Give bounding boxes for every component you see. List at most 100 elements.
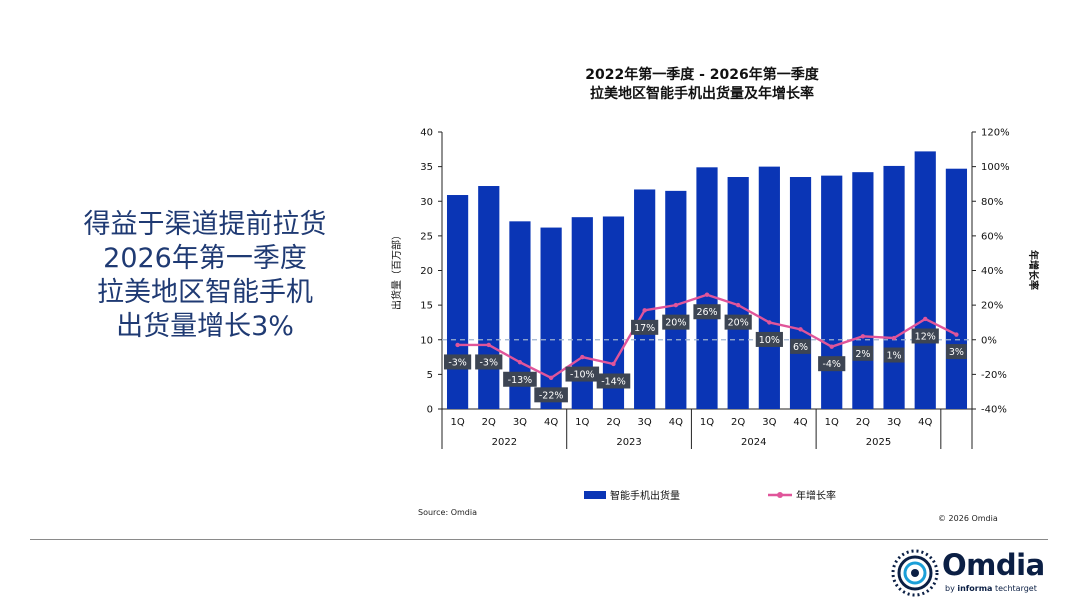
growth-label-box-12 — [790, 338, 811, 354]
bar-2 — [478, 186, 500, 409]
bar-17 — [945, 168, 968, 409]
x-tick-label: 3Q — [762, 417, 776, 428]
y2-tick-label: 80% — [981, 197, 1003, 208]
growth-label-box-2 — [475, 354, 503, 370]
growth-label-box-7 — [631, 319, 659, 335]
x-tick-label: 4Q — [544, 417, 558, 428]
growth-point-1 — [455, 342, 460, 348]
x-tick-label: 3Q — [887, 417, 901, 428]
growth-point-4 — [548, 375, 554, 381]
footer-divider — [30, 539, 1048, 540]
x-tick-label: 1Q — [700, 417, 714, 428]
headline-line-4: 出货量增长3% — [116, 311, 294, 342]
growth-label-box-9 — [693, 304, 721, 320]
x-tick-label: 2Q — [482, 417, 496, 428]
bar-12 — [789, 177, 812, 409]
y2-tick-label: 120% — [981, 128, 1010, 139]
growth-label-box-15 — [883, 347, 905, 363]
copyright-note: © 2026 Omdia — [938, 514, 998, 523]
growth-label-5: -10% — [570, 370, 595, 381]
growth-label-box-8 — [662, 314, 690, 330]
growth-point-17 — [954, 332, 959, 337]
growth-label-7: 17% — [634, 323, 655, 334]
growth-label-10: 20% — [728, 318, 749, 329]
legend-line-label: 年增长率 — [796, 489, 836, 502]
legend: 智能手机出货量 年增长率 — [584, 489, 836, 502]
omdia-logo-mark-icon — [891, 549, 939, 597]
growth-label-box-17 — [946, 344, 967, 360]
bar-10 — [727, 177, 749, 409]
growth-label-box-14 — [852, 345, 874, 361]
omdia-logo-word: Omdia — [942, 548, 1045, 582]
growth-label-2: -3% — [480, 357, 499, 368]
growth-label-15: 1% — [887, 351, 902, 362]
growth-label-box-3 — [503, 371, 537, 387]
bar-14 — [852, 172, 874, 409]
bar-11 — [758, 166, 780, 409]
growth-point-15 — [891, 335, 897, 341]
headline-line-3: 拉美地区智能手机 — [97, 277, 313, 308]
growth-label-box-16 — [911, 328, 939, 344]
y2-tick-label: -40% — [981, 405, 1007, 416]
growth-point-3 — [517, 360, 523, 365]
headline-line-1: 得益于渠道提前拉货 — [83, 209, 327, 240]
chart-title-line-1: 2022年第一季度 - 2026年第一季度 — [585, 66, 819, 83]
growth-label-14: 2% — [855, 349, 870, 360]
headline-line-2: 2026年第一季度 — [103, 243, 307, 274]
bar-7 — [634, 189, 656, 409]
growth-point-13 — [829, 344, 834, 349]
y-axis-label: 出货量（百万部） — [390, 230, 403, 310]
x-tick-label: 4Q — [669, 417, 683, 428]
growth-label-8: 20% — [665, 318, 686, 329]
growth-label-box-5 — [565, 366, 600, 382]
y-tick-label: 20 — [420, 266, 433, 277]
source-note: Source: Omdia — [418, 508, 478, 517]
legend-bar-swatch — [584, 491, 606, 499]
growth-point-10 — [735, 302, 741, 308]
bar-15 — [883, 165, 905, 409]
y2-tick-label: 100% — [981, 162, 1010, 173]
bar-1 — [446, 195, 469, 409]
growth-label-box-11 — [755, 331, 783, 347]
growth-point-11 — [767, 320, 772, 325]
y2-tick-label: 0% — [981, 335, 997, 346]
growth-label-box-10 — [724, 314, 752, 330]
y2-tick-label: 40% — [981, 266, 1003, 277]
growth-label-1: -3% — [448, 357, 467, 368]
growth-point-6 — [611, 361, 616, 367]
y-tick-label: 40 — [420, 128, 433, 139]
x-tick-label: 2Q — [731, 417, 745, 428]
y-tick-label: 0 — [427, 405, 433, 416]
growth-point-14 — [860, 334, 866, 339]
growth-point-7 — [642, 308, 647, 313]
growth-label-box-6 — [596, 373, 631, 389]
plot-area: 0510152025303540-40%-20%0%20%40%60%80%10… — [420, 128, 1010, 449]
x-tick-label: 3Q — [638, 417, 652, 428]
growth-label-9: 26% — [696, 307, 717, 318]
growth-label-box-1 — [443, 354, 472, 370]
y-tick-label: 25 — [420, 231, 433, 242]
y-tick-label: 30 — [420, 197, 433, 208]
y2-tick-label: 20% — [981, 301, 1003, 312]
bar-6 — [602, 216, 625, 409]
x-tick-label: 1Q — [450, 417, 464, 428]
growth-point-12 — [798, 327, 803, 332]
growth-label-13: -4% — [822, 359, 841, 370]
growth-label-12: 6% — [793, 342, 808, 353]
growth-label-11: 10% — [759, 335, 780, 346]
y2-tick-label: -20% — [981, 370, 1007, 381]
omdia-logo: Omdia by informa techtarget — [890, 548, 1050, 600]
bar-16 — [914, 151, 936, 409]
x-tick-label: 1Q — [825, 417, 839, 428]
y-tick-label: 10 — [420, 335, 433, 346]
y-tick-label: 5 — [427, 370, 433, 381]
year-label-2022: 2022 — [492, 437, 517, 448]
legend-line-marker — [777, 492, 783, 498]
bar-8 — [665, 190, 687, 409]
x-tick-label: 2Q — [856, 417, 870, 428]
growth-point-8 — [673, 302, 679, 308]
growth-label-box-13 — [818, 356, 846, 372]
y-tick-label: 15 — [420, 301, 433, 312]
year-label-2025: 2025 — [866, 437, 891, 448]
